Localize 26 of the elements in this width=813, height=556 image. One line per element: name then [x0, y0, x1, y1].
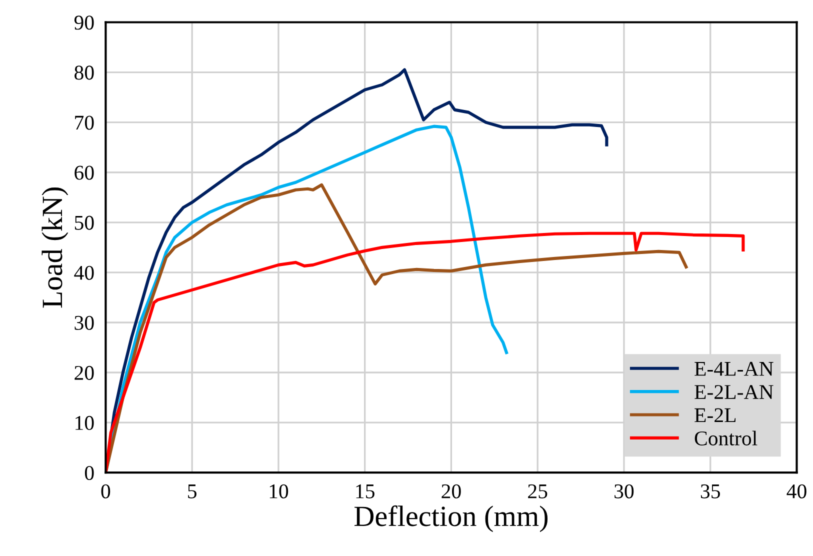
x-tick-label: 35	[700, 484, 720, 498]
line-series	[106, 183, 688, 473]
legend-label: E-2L	[694, 408, 736, 422]
x-tick-label: 10	[270, 484, 288, 498]
y-tick-label: 90	[74, 16, 94, 30]
x-axis-title: Deflection (mm)	[354, 505, 548, 532]
x-tick-label: 30	[614, 484, 634, 498]
y-tick-label: 10	[76, 416, 94, 430]
y-tick-label: 30	[74, 316, 94, 330]
y-tick-label: 20	[74, 366, 94, 380]
x-tick-label: 0	[101, 484, 110, 498]
x-tick-label: 5	[188, 484, 196, 498]
y-tick-label: 70	[75, 116, 94, 130]
x-tick-label: 15	[356, 484, 374, 498]
x-tick-label: 40	[786, 484, 806, 498]
legend-label: E-2L-AN	[694, 385, 774, 399]
y-tick-label: 50	[74, 216, 94, 230]
legend-label: E-4L-AN	[694, 362, 774, 376]
y-tick-label: 60	[74, 166, 94, 180]
x-tick-label: 25	[528, 484, 548, 498]
x-tick-label: 20	[442, 484, 461, 498]
y-tick-label: 80	[74, 66, 94, 80]
y-tick-label: 0	[84, 466, 94, 480]
legend-label: Control	[694, 430, 758, 446]
y-axis-title: Load (kN)	[42, 188, 68, 308]
y-tick-label: 40	[74, 266, 94, 280]
